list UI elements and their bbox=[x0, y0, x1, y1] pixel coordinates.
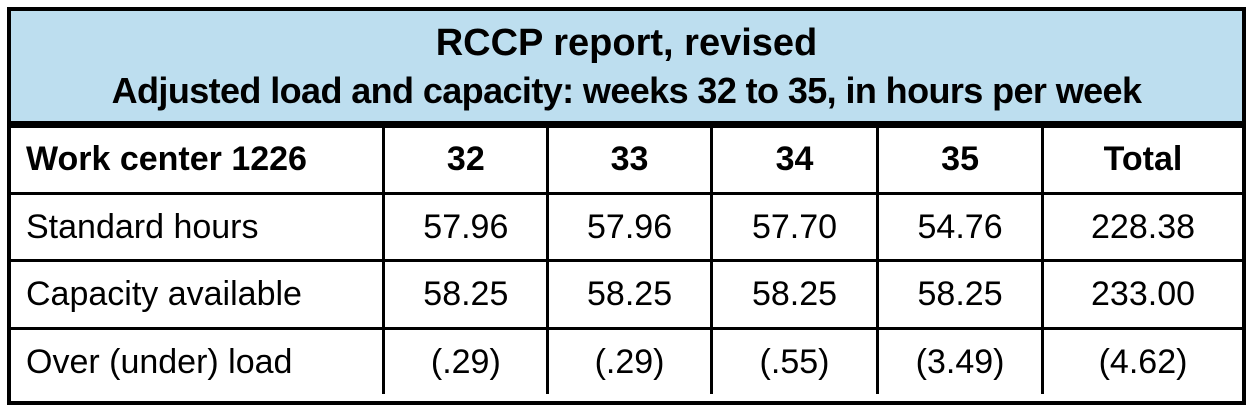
cell-value: 58.25 bbox=[709, 259, 880, 331]
rccp-report-table: RCCP report, revised Adjusted load and c… bbox=[7, 7, 1246, 405]
row-label: Standard hours bbox=[9, 191, 386, 263]
cell-value: 54.76 bbox=[876, 191, 1045, 263]
cell-value: (.29) bbox=[546, 327, 713, 396]
cell-value: 57.70 bbox=[709, 191, 880, 263]
row-label: Capacity available bbox=[9, 259, 386, 331]
column-header-total: Total bbox=[1041, 126, 1244, 195]
report-title: RCCP report, revised bbox=[435, 21, 818, 64]
column-header-week-35: 35 bbox=[876, 126, 1045, 195]
column-header-work-center: Work center 1226 bbox=[9, 126, 386, 195]
report-subtitle: Adjusted load and capacity: weeks 32 to … bbox=[111, 70, 1142, 112]
cell-value: 57.96 bbox=[546, 191, 713, 263]
cell-value: 57.96 bbox=[382, 191, 550, 263]
table-header-row: Work center 1226 32 33 34 35 Total bbox=[9, 126, 1244, 195]
row-label: Over (under) load bbox=[9, 327, 386, 396]
capacity-table: Work center 1226 32 33 34 35 Total Stand… bbox=[9, 126, 1244, 396]
cell-value: 58.25 bbox=[876, 259, 1045, 331]
cell-value-total: 233.00 bbox=[1041, 259, 1244, 331]
cell-value: 58.25 bbox=[382, 259, 550, 331]
cell-value-total: (4.62) bbox=[1041, 327, 1244, 396]
table-row-capacity-available: Capacity available 58.25 58.25 58.25 58.… bbox=[9, 259, 1244, 331]
cell-value: (3.49) bbox=[876, 327, 1045, 396]
column-header-week-33: 33 bbox=[546, 126, 713, 195]
cell-value: (.29) bbox=[382, 327, 550, 396]
column-header-week-32: 32 bbox=[382, 126, 550, 195]
table-row-over-under-load: Over (under) load (.29) (.29) (.55) (3.4… bbox=[9, 327, 1244, 396]
column-header-week-34: 34 bbox=[709, 126, 880, 195]
cell-value: (.55) bbox=[709, 327, 880, 396]
table-row-standard-hours: Standard hours 57.96 57.96 57.70 54.76 2… bbox=[9, 191, 1244, 263]
cell-value-total: 228.38 bbox=[1041, 191, 1244, 263]
report-header: RCCP report, revised Adjusted load and c… bbox=[11, 11, 1242, 128]
cell-value: 58.25 bbox=[546, 259, 713, 331]
